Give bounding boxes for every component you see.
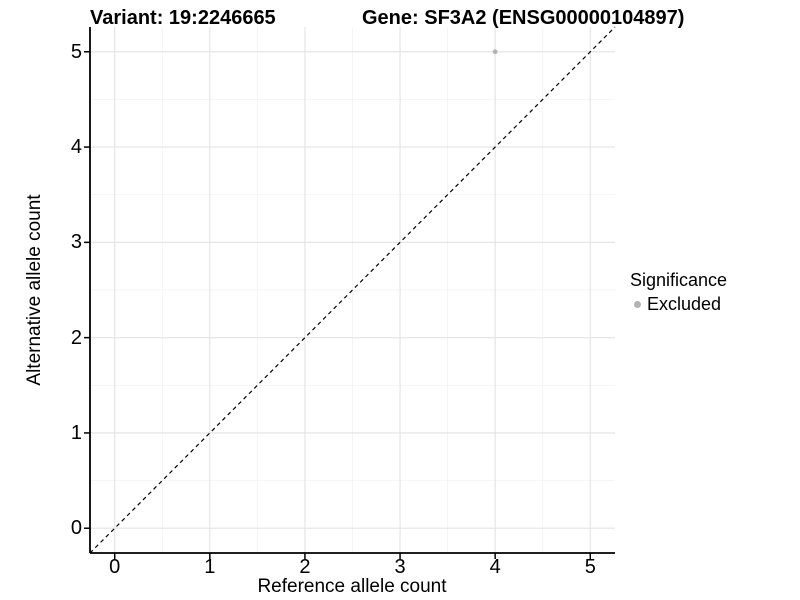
gene-title: Gene: SF3A2 (ENSG00000104897) — [362, 7, 685, 29]
x-axis-title: Reference allele count — [257, 576, 447, 597]
plot-panel — [84, 26, 616, 559]
y-tick-label: 4 — [70, 136, 82, 159]
x-tick-label: 5 — [584, 556, 596, 578]
y-tick-label: 0 — [70, 517, 82, 540]
y-tick-label: 1 — [70, 421, 82, 444]
x-tick-label: 3 — [394, 556, 406, 578]
x-tick-label: 2 — [299, 556, 311, 578]
y-tick-label: 3 — [70, 231, 82, 254]
legend-title: Significance — [630, 270, 728, 290]
legend-item: Excluded — [628, 294, 727, 316]
y-tick-label: 5 — [70, 40, 82, 63]
legend-items: Excluded — [628, 294, 727, 316]
x-tick-label: 1 — [204, 556, 216, 578]
legend-key — [628, 300, 646, 308]
x-tick-label: 4 — [489, 556, 501, 578]
legend-item-label: Excluded — [647, 293, 722, 314]
legend-point-icon — [633, 300, 641, 308]
x-tick-label: 0 — [109, 556, 121, 578]
variant-title: Variant: 19:2246665 — [90, 7, 276, 29]
y-axis-title: Alternative allele count — [24, 194, 45, 386]
y-tick-label: 2 — [70, 326, 82, 349]
legend: Significance Excluded — [628, 270, 727, 315]
